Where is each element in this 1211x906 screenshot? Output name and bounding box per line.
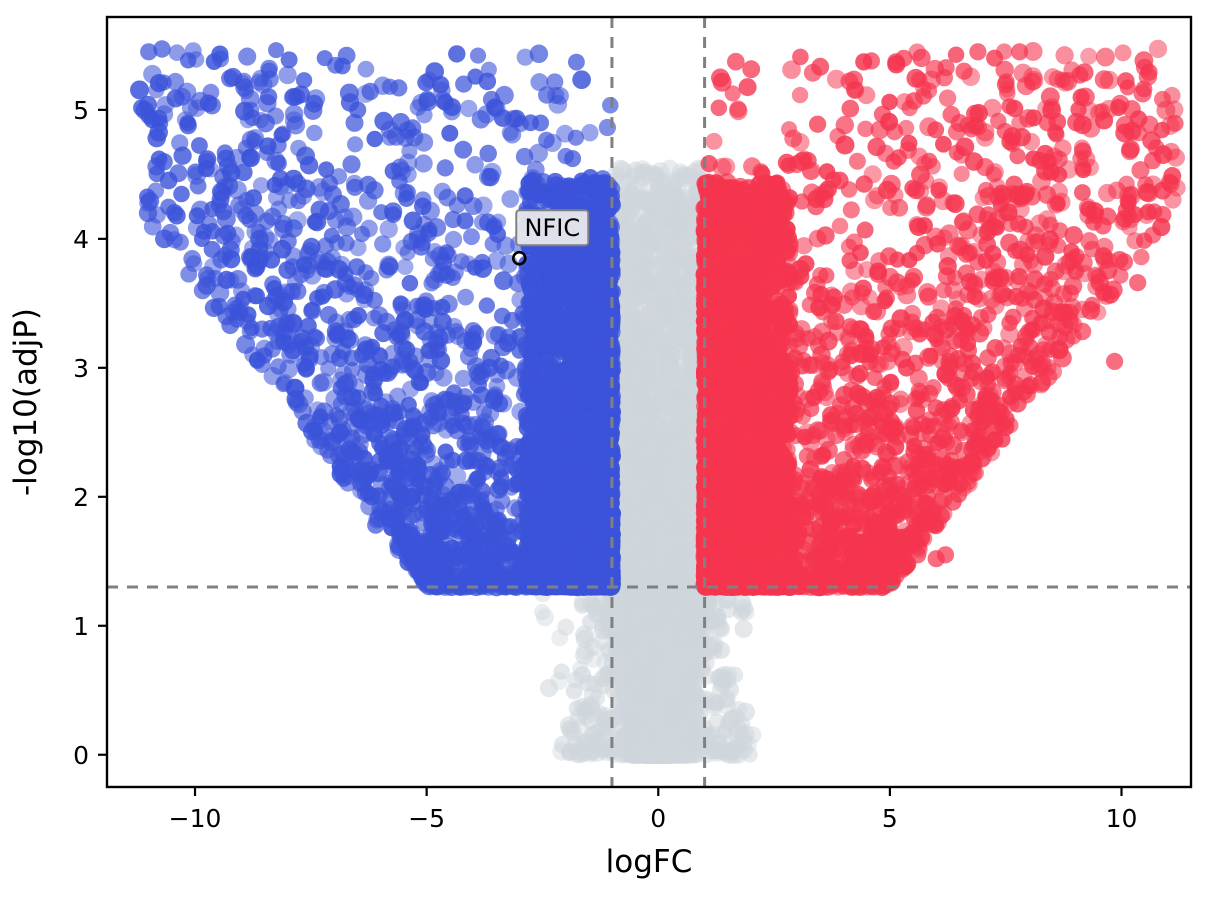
scatter-point	[539, 679, 559, 698]
scatter-point	[552, 742, 571, 761]
scatter-point	[573, 666, 592, 684]
scatter-point	[560, 720, 579, 738]
scatter-point	[709, 732, 727, 751]
scatter-point	[551, 629, 569, 647]
scatter-point	[573, 735, 593, 754]
scatter-point	[744, 726, 762, 744]
scatter-point	[734, 619, 753, 638]
scatter-point	[727, 708, 745, 726]
scatter-point	[577, 701, 596, 719]
scatter-point	[575, 629, 595, 649]
scatter-point	[534, 604, 551, 621]
scatter-point	[614, 161, 633, 180]
scatter-point	[726, 666, 744, 684]
scatter-point	[646, 165, 663, 183]
scatter-point	[583, 686, 602, 704]
scatter-point	[737, 603, 755, 621]
scatter-point	[706, 696, 724, 714]
scatter-point	[727, 737, 746, 756]
